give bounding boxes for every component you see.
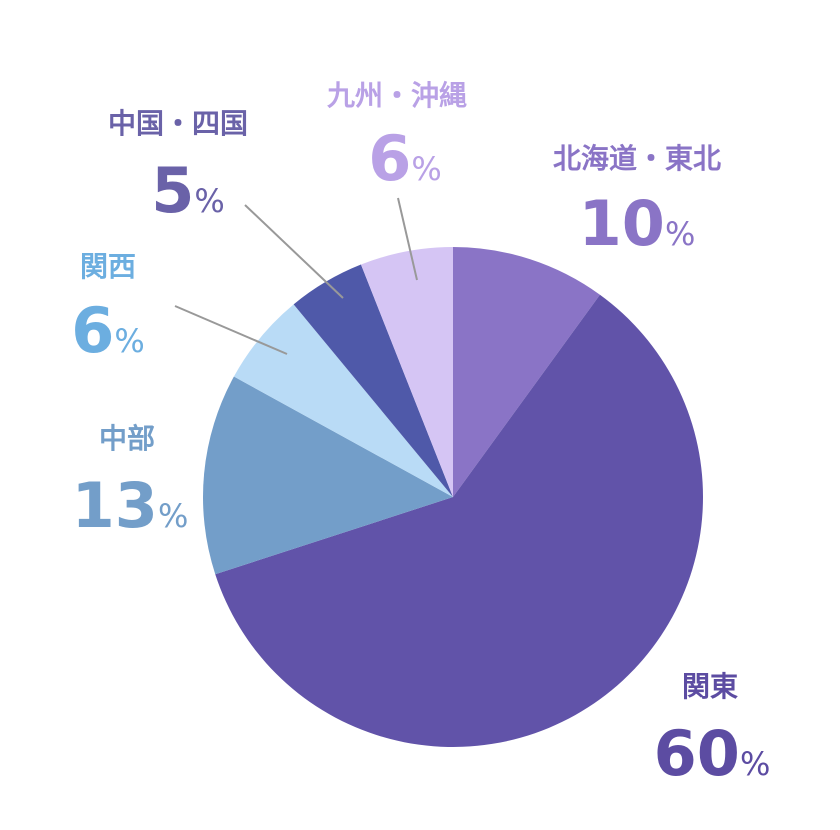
slice-label: 中国・四国	[108, 107, 248, 140]
value-number: 5	[151, 154, 194, 227]
slice-label: 中部	[99, 422, 155, 455]
leader-line	[397, 197, 418, 281]
value-unit: %	[740, 745, 770, 783]
value-label: 6%	[368, 122, 442, 195]
value-number: 6	[368, 122, 411, 195]
pie-slice	[453, 247, 600, 497]
pie-slice	[215, 294, 703, 748]
value-label: 60%	[654, 717, 771, 790]
value-label: 10%	[579, 187, 696, 260]
value-unit: %	[411, 150, 441, 188]
leader-line	[244, 204, 344, 299]
value-unit: %	[665, 215, 695, 253]
value-label: 6%	[71, 294, 145, 367]
pie-slice	[233, 304, 453, 497]
value-unit: %	[114, 322, 144, 360]
slice-label: 九州・沖縄	[327, 79, 467, 112]
value-unit: %	[158, 497, 188, 535]
value-number: 6	[71, 294, 114, 367]
value-number: 10	[579, 187, 665, 260]
value-unit: %	[194, 182, 224, 220]
value-number: 60	[654, 717, 740, 790]
slice-label: 北海道・東北	[553, 142, 721, 175]
leader-line	[174, 305, 288, 355]
pie-slice	[360, 247, 453, 497]
value-label: 5%	[151, 154, 225, 227]
value-label: 13%	[72, 469, 189, 542]
pie-slice	[293, 264, 453, 497]
value-number: 13	[72, 469, 158, 542]
pie-slice	[203, 376, 453, 575]
slice-label: 関東	[682, 670, 738, 703]
slice-label: 関西	[80, 250, 136, 283]
